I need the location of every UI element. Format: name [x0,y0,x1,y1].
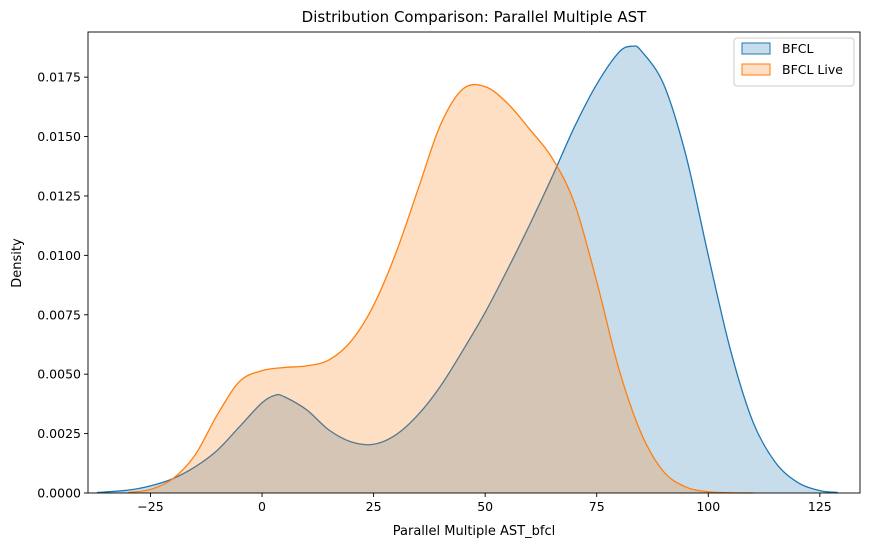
density-area-bfcl-live [128,84,753,493]
x-tick-label: −25 [137,499,163,514]
chart-title: Distribution Comparison: Parallel Multip… [302,8,647,26]
x-axis-title: Parallel Multiple AST_bfcl [393,524,555,539]
y-tick-label: 0.0125 [37,188,81,203]
legend-swatch-bfcl-live [741,63,771,76]
series-layer [96,45,838,494]
x-tick-label: 125 [808,499,832,514]
y-axis-ticks: 0.0000 0.0025 0.0050 0.0075 0.0100 0.0125 0.01… [37,70,88,501]
y-tick-label: 0.0100 [37,248,81,263]
density-area-bfcl [96,45,838,493]
x-tick-label: 50 [477,499,493,514]
y-tick-label: 0.0000 [37,486,81,501]
density-line-bfcl [96,45,838,494]
x-tick-label: 75 [589,499,605,514]
legend: BFCL BFCL Live [733,37,855,87]
y-tick-label: 0.0050 [37,367,81,382]
legend-label-bfcl: BFCL [782,41,813,56]
y-tick-label: 0.0075 [37,307,81,322]
x-tick-label: 25 [366,499,382,514]
y-axis-title: Density [10,238,25,288]
y-tick-label: 0.0150 [37,129,81,144]
x-tick-label: 100 [696,499,720,514]
x-tick-label: 0 [258,499,266,514]
legend-label-bfcl-live: BFCL Live [782,62,843,77]
legend-frame [733,37,855,87]
x-axis-ticks: −25 0 25 50 75 100 125 [137,493,832,514]
density-line-bfcl-live [128,83,753,494]
y-tick-label: 0.0175 [37,70,81,85]
plot-frame [87,31,861,494]
y-tick-label: 0.0025 [37,426,81,441]
legend-swatch-bfcl [741,42,771,55]
